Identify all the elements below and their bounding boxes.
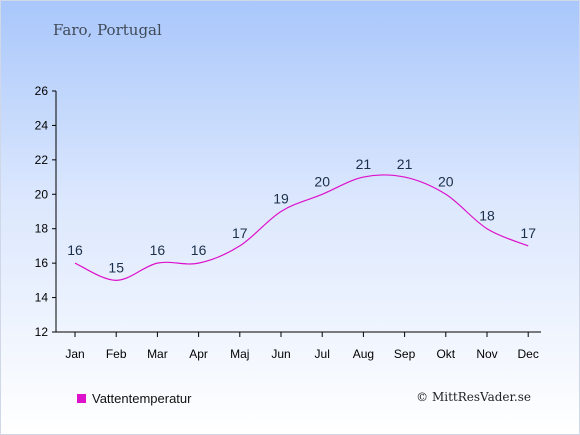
data-label: 19 <box>273 191 289 207</box>
y-tick-label: 26 <box>35 84 49 98</box>
x-tick-label: Nov <box>476 347 497 361</box>
x-tick-label: Jan <box>65 347 84 361</box>
x-tick-label: Feb <box>106 347 127 361</box>
y-tick-label: 24 <box>35 118 49 132</box>
x-tick-label: Dec <box>518 347 539 361</box>
y-tick-label: 12 <box>35 325 49 339</box>
y-tick-label: 22 <box>35 153 49 167</box>
chart-location-title: Faro, Portugal <box>53 21 162 39</box>
legend-swatch <box>77 394 86 403</box>
data-label: 16 <box>67 242 83 258</box>
legend: Vattentemperatur <box>77 391 191 406</box>
x-tick-label: Okt <box>436 347 455 361</box>
x-tick-label: Aug <box>353 347 374 361</box>
data-label: 18 <box>479 208 495 224</box>
data-label: 21 <box>356 156 372 172</box>
series-line-vattentemperatur <box>74 174 529 281</box>
data-label: 16 <box>150 242 166 258</box>
x-tick-label: Sep <box>394 347 416 361</box>
credit-text: © MittResVader.se <box>416 390 531 404</box>
x-tick-label: Mar <box>147 347 168 361</box>
data-label: 20 <box>314 173 330 189</box>
y-tick-label: 20 <box>35 187 49 201</box>
data-label: 20 <box>438 173 454 189</box>
y-tick-label: 16 <box>35 256 49 270</box>
y-tick-label: 14 <box>35 291 49 305</box>
data-label: 15 <box>108 259 124 275</box>
data-label: 16 <box>191 242 207 258</box>
data-label: 21 <box>397 156 413 172</box>
data-label: 17 <box>232 225 248 241</box>
x-tick-label: Apr <box>189 347 208 361</box>
data-label: 17 <box>520 225 536 241</box>
y-tick-label: 18 <box>35 222 49 236</box>
x-tick-label: Maj <box>230 347 249 361</box>
legend-label: Vattentemperatur <box>92 391 192 406</box>
x-tick-label: Jun <box>271 347 290 361</box>
x-tick-label: Jul <box>315 347 330 361</box>
